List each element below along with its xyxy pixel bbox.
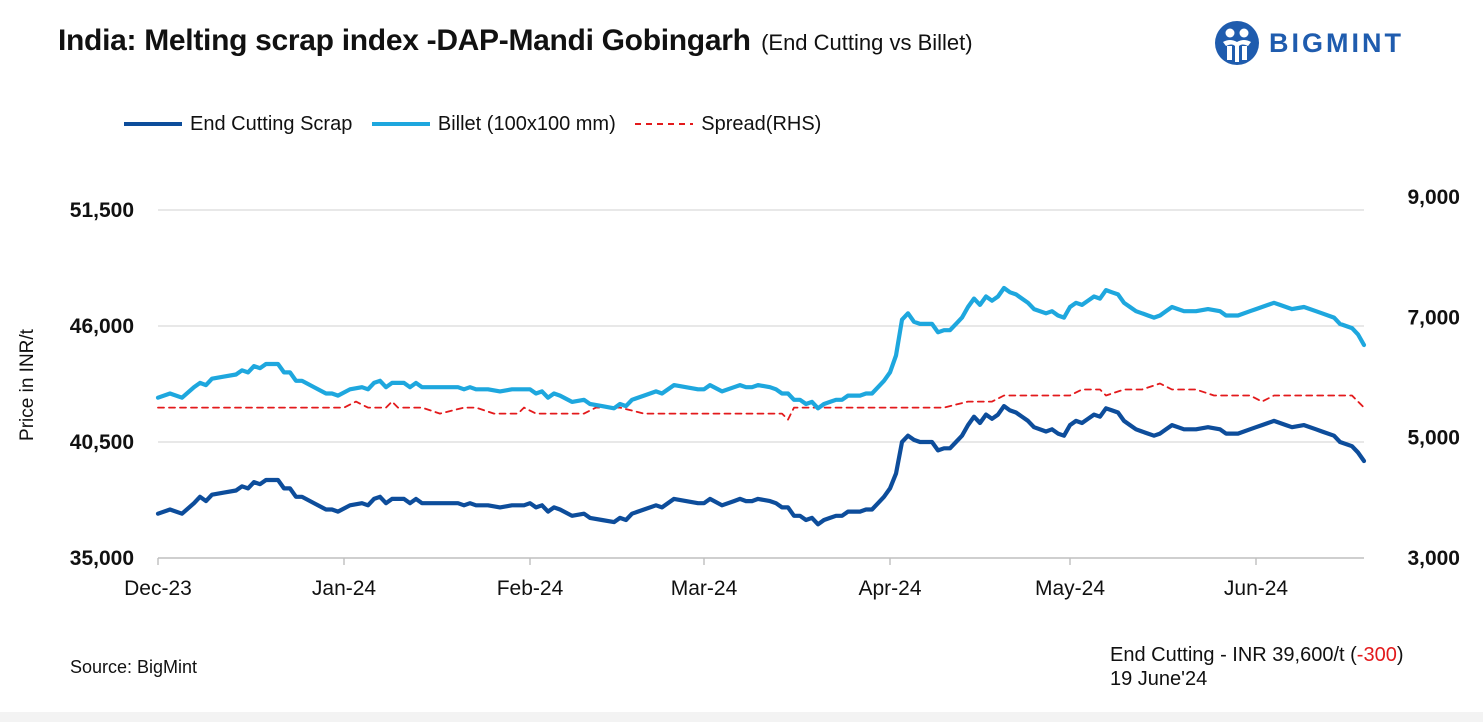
axes: 35,000 40,500 46,000 51,500 3,000 5,000 7,000 9… <box>70 186 1460 600</box>
bigmint-logo-icon <box>1215 21 1259 65</box>
x-tick-label: Apr-24 <box>858 577 921 600</box>
source-note: Source: BigMint <box>70 657 198 677</box>
price-change: -300 <box>1356 644 1397 666</box>
legend-item-end-cutting: End Cutting Scrap <box>124 113 352 136</box>
x-tick-label: May-24 <box>1035 577 1105 600</box>
y2-tick-label: 5,000 <box>1407 427 1460 450</box>
logo-text: BIGMINT <box>1269 28 1404 58</box>
y2-tick-label: 3,000 <box>1407 547 1460 570</box>
legend-item-spread: Spread(RHS) <box>635 113 821 136</box>
chart-title: India: Melting scrap index -DAP-Mandi Go… <box>58 24 751 57</box>
series-line-end-cutting <box>155 404 1367 527</box>
bigmint-logo: BIGMINT <box>1212 18 1452 68</box>
series-line-billet <box>155 285 1367 411</box>
x-tick-label: Mar-24 <box>671 577 738 600</box>
y-axis-title: Price in INR/t <box>17 328 38 441</box>
legend-swatch-spread <box>635 123 694 125</box>
y-tick-label: 40,500 <box>70 431 134 454</box>
x-tick-label: Jun-24 <box>1224 577 1289 600</box>
y-tick-label: 35,000 <box>70 547 134 570</box>
y2-tick-label: 7,000 <box>1407 306 1460 329</box>
legend-label-billet: Billet (100x100 mm) <box>437 112 616 135</box>
latest-price-date: 19 June'24 <box>1110 668 1208 690</box>
bottom-band <box>0 712 1483 722</box>
latest-price-note: End Cutting - INR 39,600/t (-300) 19 Jun… <box>1110 643 1404 691</box>
legend: End Cutting Scrap Billet (100x100 mm) Sp… <box>124 112 835 136</box>
title-row: India: Melting scrap index -DAP-Mandi Go… <box>58 24 973 58</box>
x-tick-label: Dec-23 <box>124 577 192 600</box>
series-line-spread <box>157 382 1365 421</box>
legend-label-end-cutting: End Cutting Scrap <box>190 112 353 135</box>
legend-swatch-billet <box>371 122 430 126</box>
x-tick-label: Feb-24 <box>497 577 564 600</box>
latest-price-close: ) <box>1396 644 1404 666</box>
y-tick-label: 46,000 <box>70 315 134 338</box>
legend-item-billet: Billet (100x100 mm) <box>371 112 616 136</box>
latest-price-line: End Cutting - INR 39,600/t (-300) <box>1110 643 1404 667</box>
legend-label-spread: Spread(RHS) <box>701 112 822 135</box>
y2-tick-label: 9,000 <box>1407 186 1460 209</box>
chart-subtitle: (End Cutting vs Billet) <box>761 30 973 55</box>
y-tick-label: 51,500 <box>70 199 134 222</box>
series-lines <box>155 285 1367 527</box>
x-tick-label: Jan-24 <box>312 577 377 600</box>
latest-price-text: End Cutting - INR 39,600/t ( <box>1110 644 1357 666</box>
grid-lines <box>158 209 1364 443</box>
legend-swatch-end-cutting <box>124 122 182 126</box>
